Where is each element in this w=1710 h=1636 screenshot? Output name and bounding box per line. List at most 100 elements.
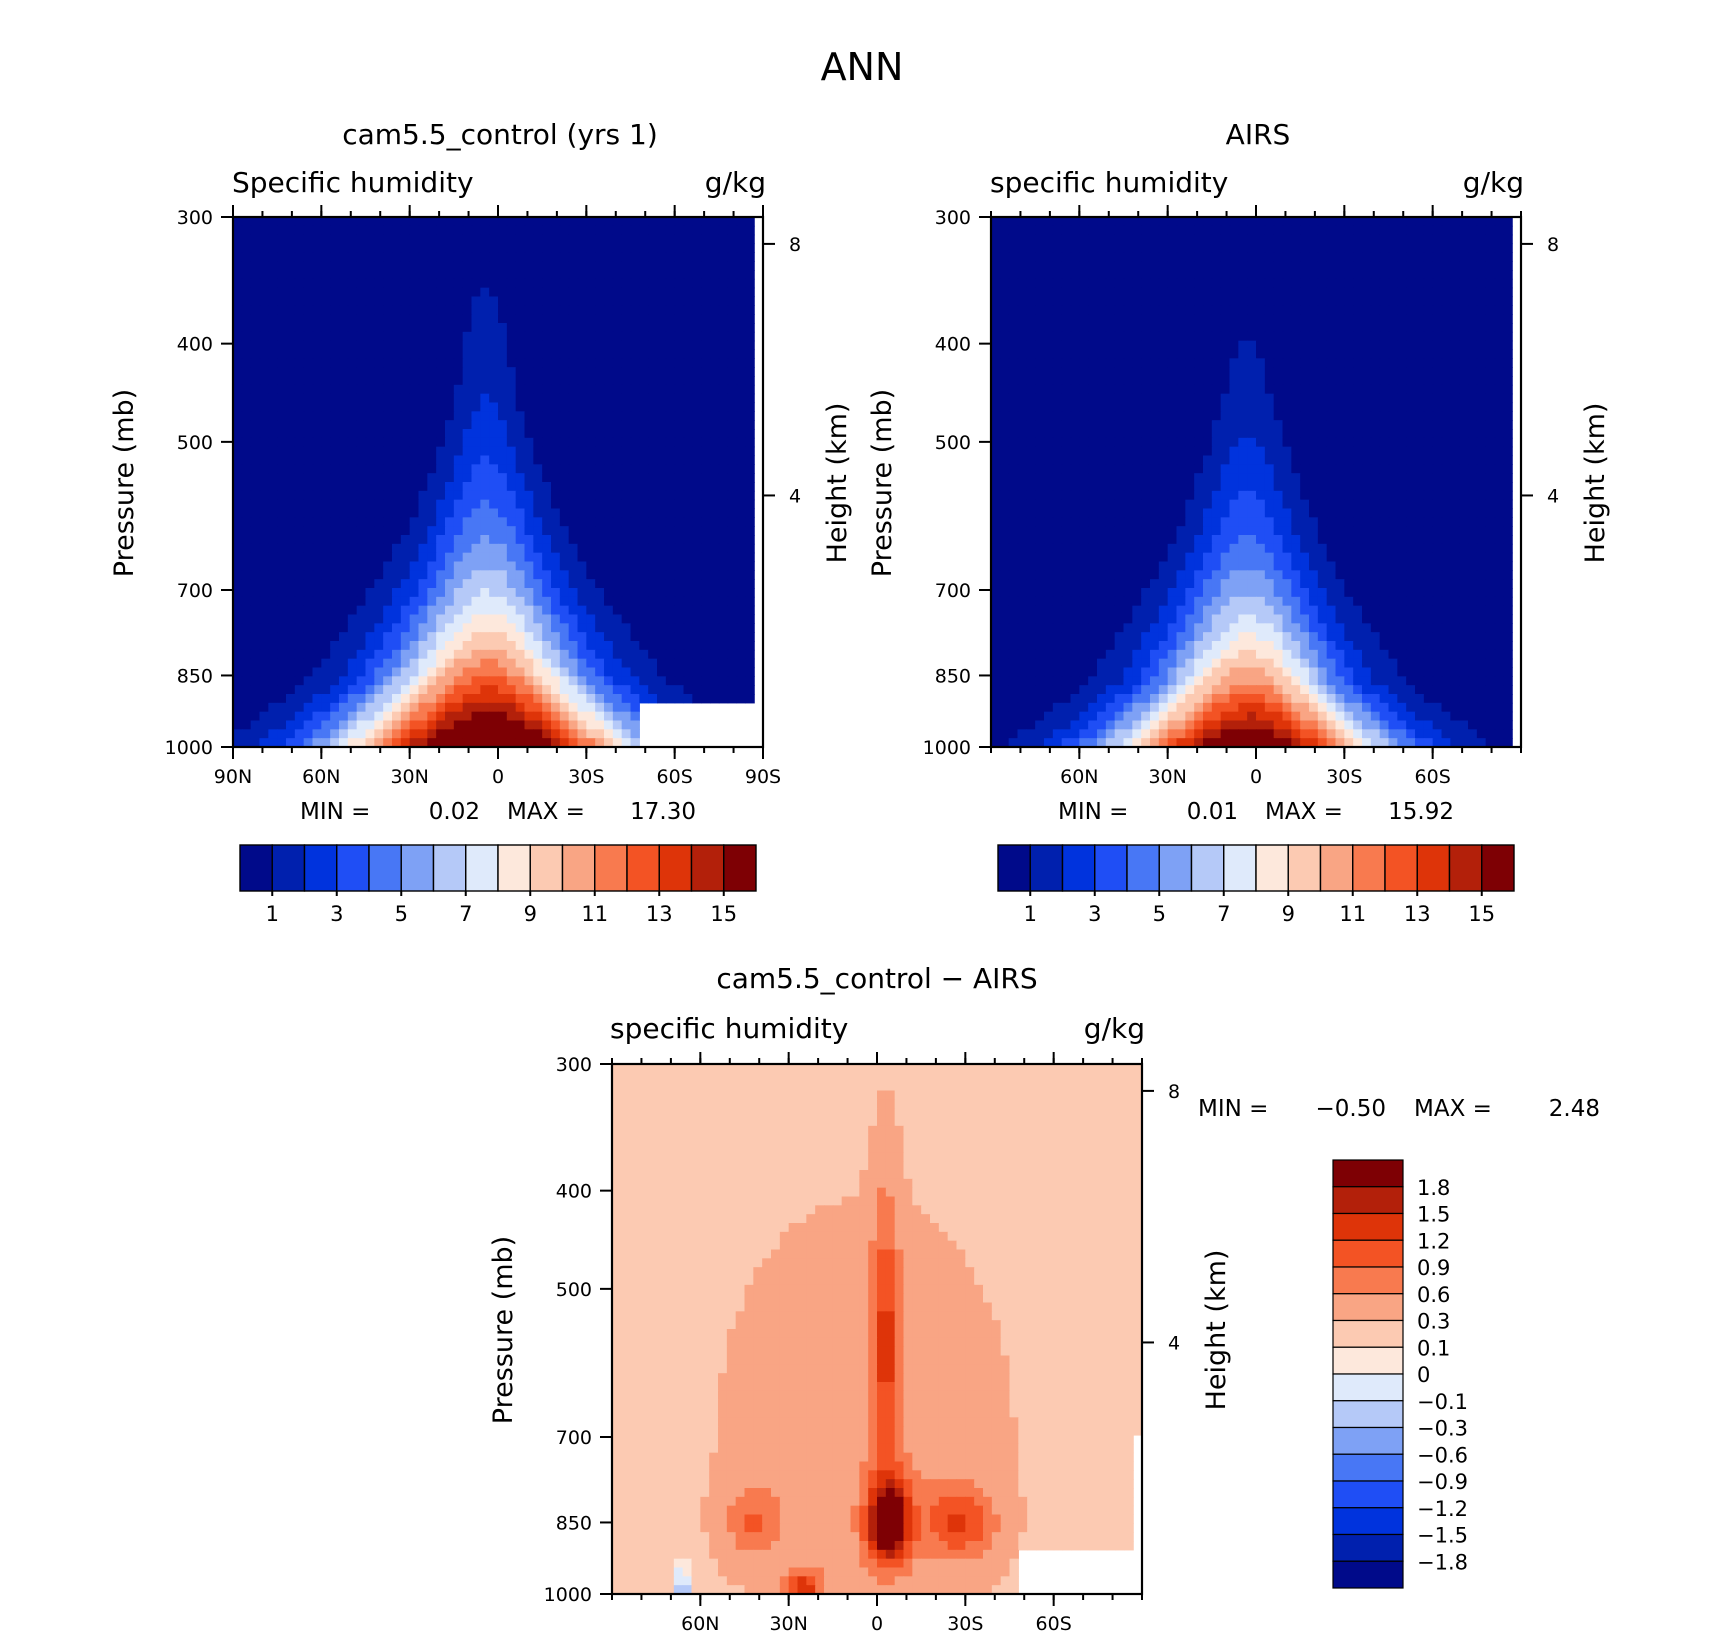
field-cell xyxy=(1044,376,1054,386)
field-cell xyxy=(1044,393,1054,404)
field-cell xyxy=(710,641,720,651)
field-cell xyxy=(1017,367,1027,377)
field-cell xyxy=(1264,278,1275,289)
field-cell xyxy=(365,464,375,474)
field-cell xyxy=(1247,261,1257,271)
field-cell xyxy=(524,287,534,298)
field-cell xyxy=(1256,217,1266,227)
field-cell xyxy=(630,323,640,333)
field-cell xyxy=(1362,296,1372,306)
field-cell xyxy=(418,738,428,748)
field-cell xyxy=(241,561,252,571)
field-cell xyxy=(356,579,367,589)
field-cell xyxy=(471,720,481,730)
field-cell xyxy=(1370,261,1381,271)
field-cell xyxy=(383,570,393,580)
field-cell xyxy=(701,446,711,457)
field-cell xyxy=(1344,331,1354,342)
field-cell xyxy=(374,473,384,483)
field-cell xyxy=(1291,225,1301,236)
field-cell xyxy=(701,499,711,510)
field-cell xyxy=(480,305,490,315)
field-cell xyxy=(356,243,367,253)
field-cell xyxy=(1132,411,1142,421)
field-cell xyxy=(1344,296,1354,306)
field-cell xyxy=(1423,305,1434,315)
field-cell xyxy=(418,270,428,280)
field-cell xyxy=(445,490,455,501)
field-cell xyxy=(1211,243,1222,253)
field-cell xyxy=(1300,217,1310,227)
field-cell xyxy=(1211,261,1222,271)
field-cell xyxy=(595,738,605,748)
field-cell xyxy=(347,278,358,289)
field-cell xyxy=(639,588,649,598)
field-cell xyxy=(330,261,340,271)
field-cell xyxy=(339,694,349,704)
field-cell xyxy=(250,234,261,245)
field-cell xyxy=(665,305,676,315)
field-cell xyxy=(1415,340,1425,351)
field-cell xyxy=(1185,261,1195,271)
field-cell xyxy=(498,411,508,421)
field-cell xyxy=(621,437,632,448)
field-cell xyxy=(233,649,243,660)
field-cell xyxy=(551,420,561,430)
field-cell xyxy=(1317,358,1328,368)
field-cell xyxy=(383,437,393,448)
field-cell xyxy=(312,420,322,430)
field-cell xyxy=(1026,261,1036,271)
field-cell xyxy=(1097,393,1107,404)
field-cell xyxy=(392,384,402,395)
field-cell xyxy=(524,305,534,315)
field-cell xyxy=(1017,234,1027,245)
field-cell xyxy=(241,384,252,395)
field-cell xyxy=(1229,411,1239,421)
field-cell xyxy=(1035,384,1045,395)
field-cell xyxy=(277,243,287,253)
field-cell xyxy=(374,437,384,448)
field-cell xyxy=(612,234,623,245)
field-cell xyxy=(1344,243,1354,253)
field-cell xyxy=(1415,358,1425,368)
field-cell xyxy=(595,411,605,421)
field-cell xyxy=(374,446,384,457)
field-cell xyxy=(577,331,587,342)
field-cell xyxy=(1291,358,1301,368)
field-cell xyxy=(727,349,738,359)
field-cell xyxy=(453,632,464,642)
field-cell xyxy=(683,526,693,536)
field-cell xyxy=(727,676,738,686)
field-cell xyxy=(665,658,676,669)
field-cell xyxy=(233,384,243,395)
field-cell xyxy=(1176,234,1186,245)
field-cell xyxy=(745,340,755,351)
field-cell xyxy=(427,579,437,589)
field-cell xyxy=(1494,340,1504,351)
field-cell xyxy=(400,278,411,289)
field-cell xyxy=(392,278,402,289)
field-cell xyxy=(453,517,464,527)
field-cell xyxy=(1300,340,1310,351)
field-cell xyxy=(506,217,517,227)
field-cell xyxy=(453,570,464,580)
field-cell xyxy=(365,605,375,616)
field-cell xyxy=(692,588,702,598)
field-cell xyxy=(436,243,446,253)
field-cell xyxy=(648,464,658,474)
field-cell xyxy=(286,729,296,739)
field-cell xyxy=(1017,243,1027,253)
field-cell xyxy=(1150,287,1160,298)
field-cell xyxy=(568,614,579,624)
field-cell xyxy=(1370,358,1381,368)
field-cell xyxy=(1326,261,1337,271)
field-cell xyxy=(674,667,685,677)
field-cell xyxy=(277,367,287,377)
field-cell xyxy=(586,552,596,563)
field-cell xyxy=(1097,225,1107,236)
field-cell xyxy=(1176,376,1186,386)
field-cell xyxy=(595,376,605,386)
field-cell xyxy=(524,411,534,421)
field-cell xyxy=(268,376,278,386)
field-cell xyxy=(1388,305,1398,315)
